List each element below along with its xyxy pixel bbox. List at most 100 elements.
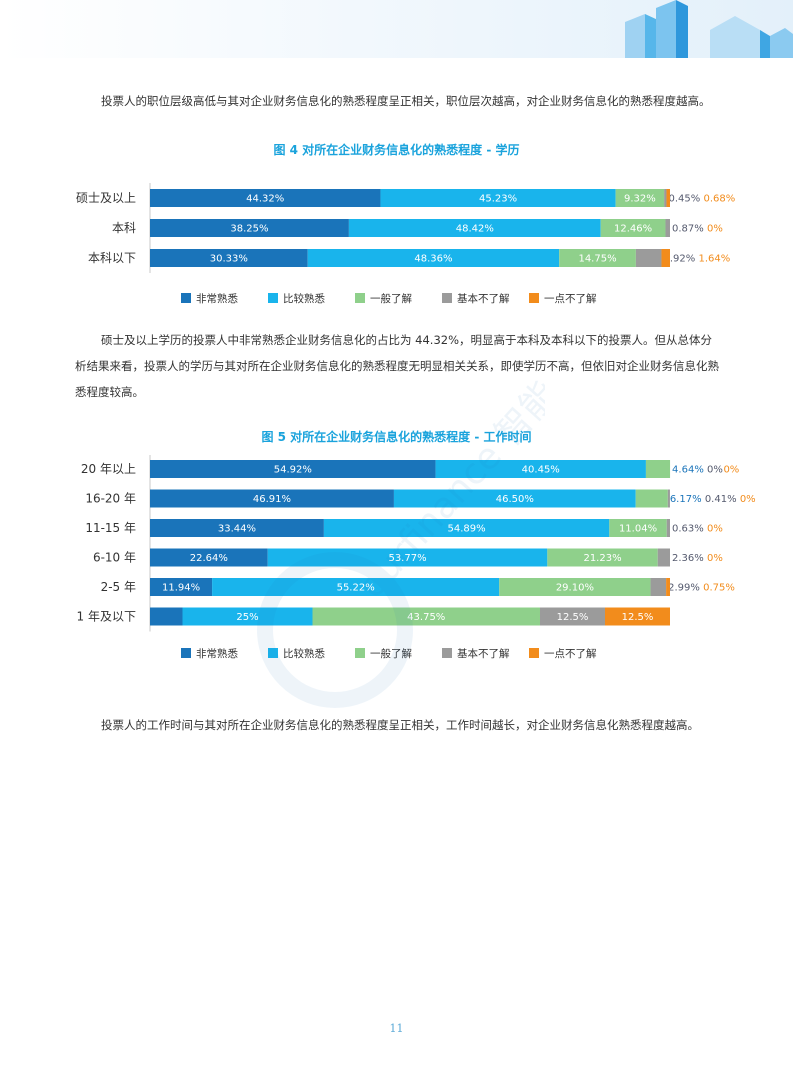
legend-swatch: [529, 648, 539, 658]
data-label: 0.87%: [672, 224, 704, 235]
legend-swatch: [181, 648, 191, 658]
bar-segment: [650, 578, 667, 596]
data-label: 45.23%: [479, 194, 517, 205]
legend-swatch: [442, 293, 452, 303]
legend-swatch: [442, 648, 452, 658]
data-label: 0.68%: [703, 194, 735, 205]
bar-segment: [150, 489, 394, 508]
legend-label: 一般了解: [370, 292, 412, 305]
legend-swatch: [181, 293, 191, 303]
bar-segment: [666, 578, 670, 596]
legend-swatch: [268, 293, 278, 303]
bar-segment: [150, 607, 183, 626]
data-label: 25%: [236, 612, 258, 623]
data-label: 0.41%: [705, 494, 737, 505]
data-label: 33.44%: [218, 524, 256, 535]
data-label: 12.5%: [622, 612, 654, 623]
data-label: 6.17%: [670, 494, 702, 505]
bar-segment: [267, 548, 548, 567]
bar-segment: [540, 607, 605, 626]
data-label: 0%: [707, 524, 723, 535]
category-label: 20 年以上: [81, 462, 136, 476]
legend-label: 基本不了解: [457, 292, 510, 305]
category-label: 2-5 年: [101, 580, 136, 594]
bar-segment: [323, 519, 610, 537]
bar-segment: [499, 578, 651, 596]
data-label: 53.77%: [388, 553, 426, 564]
data-label: 0%: [740, 494, 756, 505]
data-label: 4.92%: [663, 254, 695, 265]
figure-5-title: 图 5 对所在企业财务信息化的熟悉程度 - 工作时间: [261, 430, 532, 444]
data-label: 29.10%: [556, 583, 594, 594]
bar-segment: [635, 489, 668, 508]
bar-segment: [666, 189, 670, 207]
bar-segment: [307, 249, 560, 267]
bar-segment: [559, 249, 636, 267]
category-label: 16-20 年: [85, 492, 136, 506]
bar-segment: [380, 189, 616, 207]
category-label: 本科以下: [88, 251, 136, 265]
legend-label: 比较熟悉: [283, 292, 325, 305]
bar-segment: [182, 607, 313, 626]
paragraph-2: 硕士及以上学历的投票人中非常熟悉企业财务信息化的占比为 44.32%，明显高于本…: [75, 333, 719, 399]
data-label: 40.45%: [522, 465, 560, 476]
watermark-text: ourfinance 智能财务: [351, 380, 545, 606]
category-label: 本科: [112, 221, 136, 235]
bar-segment: [665, 219, 670, 237]
data-label: 1.64%: [698, 254, 730, 265]
bar-segment: [667, 489, 670, 508]
data-label: 44.32%: [246, 194, 284, 205]
data-label: 0%: [723, 465, 739, 476]
bar-segment: [150, 219, 349, 237]
page-number: 11: [389, 1022, 404, 1035]
data-label: 55.22%: [337, 583, 375, 594]
buildings-illustration: [625, 0, 793, 58]
bar-segment: [150, 519, 324, 537]
data-label: 48.42%: [456, 224, 494, 235]
bar-segment: [150, 189, 381, 207]
bar-segment: [547, 548, 658, 567]
data-label: 12.5%: [557, 612, 589, 623]
data-label: 0%: [707, 553, 723, 564]
data-label: 14.75%: [578, 254, 616, 265]
data-label: 22.64%: [190, 553, 228, 564]
legend-swatch: [355, 648, 365, 658]
bar-segment: [348, 219, 601, 237]
education-stacked-bar-chart: 硕士及以上 44.32% 45.23% 9.32% 0.45% 0.68% 本科 38.25%…: [76, 183, 735, 305]
bar-segment: [645, 460, 671, 478]
paragraph-1: 投票人的职位层级高低与其对企业财务信息化的熟悉程度呈正相关，职位层次越高，对企业…: [101, 94, 711, 108]
legend-label: 非常熟悉: [196, 292, 238, 305]
bar-segment: [312, 607, 540, 626]
data-label: 4.64%: [672, 465, 704, 476]
bar-segment: [435, 460, 646, 478]
bar-segment: [150, 460, 436, 478]
bar-segment: [393, 489, 636, 508]
legend-label: 一般了解: [370, 647, 412, 660]
data-label: 2.99%: [668, 583, 700, 594]
data-label: 48.36%: [414, 254, 452, 265]
data-label: 9.32%: [624, 194, 656, 205]
data-label: 43.75%: [407, 612, 445, 623]
bar-segment: [666, 519, 670, 537]
category-label: 11-15 年: [85, 521, 136, 535]
bar-segment: [609, 519, 667, 537]
bar-segment: [150, 249, 308, 267]
category-label: 6-10 年: [93, 551, 136, 565]
data-label: 11.04%: [619, 524, 657, 535]
data-label: 46.91%: [253, 494, 291, 505]
bar-segment: [664, 189, 667, 207]
legend-label: 基本不了解: [457, 647, 510, 660]
data-label: 38.25%: [230, 224, 268, 235]
legend-label: 一点不了解: [544, 647, 597, 660]
legend-swatch: [268, 648, 278, 658]
bar-segment: [615, 189, 665, 207]
legend-label: 一点不了解: [544, 292, 597, 305]
legend-swatch: [529, 293, 539, 303]
legend-swatch: [355, 293, 365, 303]
watermark-logo: ourfinance 智能财务: [257, 380, 545, 708]
bar-segment: [150, 578, 213, 596]
data-label: 0.45%: [668, 194, 700, 205]
data-label: 54.89%: [448, 524, 486, 535]
data-label: 21.23%: [583, 553, 621, 564]
bar-segment: [635, 249, 662, 267]
